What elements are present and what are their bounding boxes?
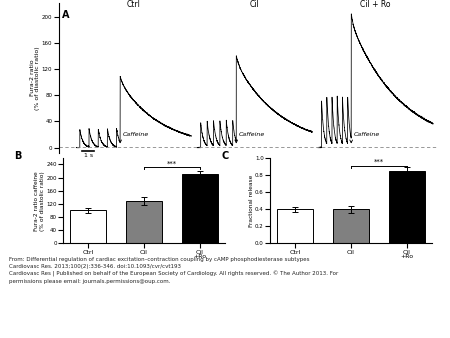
- Text: Ctrl: Ctrl: [126, 0, 140, 9]
- Bar: [126, 201, 162, 243]
- Text: Cil: Cil: [249, 0, 259, 9]
- Bar: [277, 209, 314, 243]
- Y-axis label: Fractional release: Fractional release: [248, 174, 254, 227]
- Text: 1 s: 1 s: [84, 153, 93, 158]
- Y-axis label: Fura-2 ratio caffeine
(% of diastolic ratio): Fura-2 ratio caffeine (% of diastolic ra…: [34, 171, 45, 231]
- Text: ***: ***: [166, 161, 177, 166]
- Bar: [388, 171, 425, 243]
- Text: B: B: [14, 151, 22, 161]
- Text: ***: ***: [374, 159, 384, 165]
- Text: Caffeine: Caffeine: [354, 132, 380, 137]
- Bar: [333, 209, 369, 243]
- Y-axis label: Fura-2 ratio
(% of diastolic ratio): Fura-2 ratio (% of diastolic ratio): [30, 46, 40, 110]
- Text: Caffeine: Caffeine: [238, 132, 265, 137]
- Bar: [181, 174, 218, 243]
- Text: Cil + Ro: Cil + Ro: [360, 0, 390, 9]
- Text: From: Differential regulation of cardiac excitation–contraction coupling by cAMP: From: Differential regulation of cardiac…: [9, 258, 338, 284]
- Bar: [70, 211, 107, 243]
- Text: C: C: [221, 151, 229, 161]
- Text: Caffeine: Caffeine: [122, 132, 149, 137]
- Text: A: A: [62, 10, 70, 20]
